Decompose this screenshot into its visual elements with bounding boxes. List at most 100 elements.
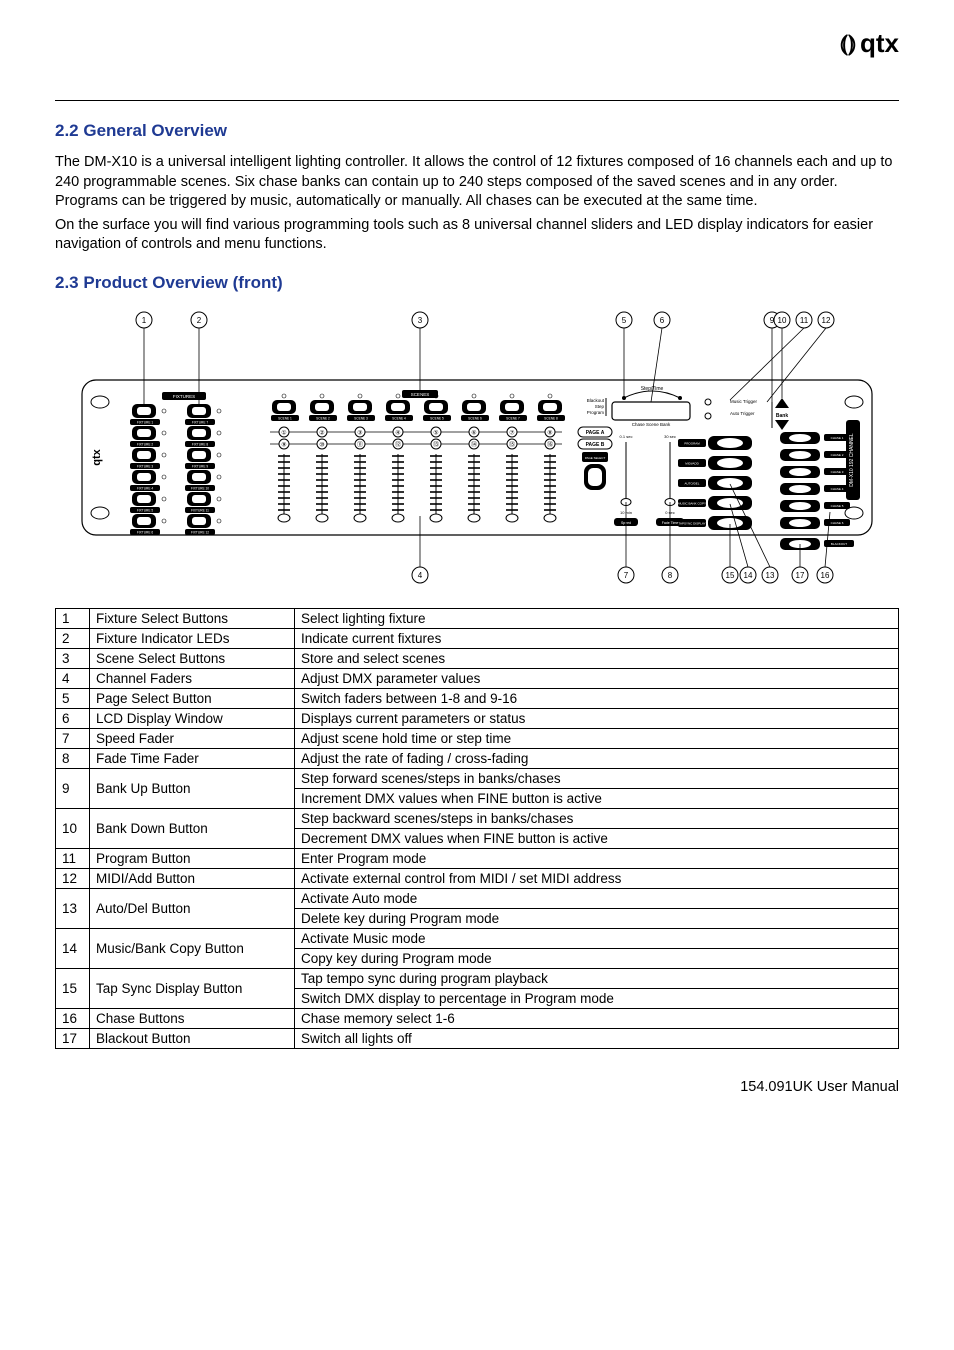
svg-text:5: 5 — [622, 316, 627, 325]
svg-text:TAPSYNC DISPLAY: TAPSYNC DISPLAY — [678, 521, 705, 525]
svg-text:①: ① — [281, 429, 286, 436]
row-num: 7 — [56, 728, 90, 748]
row-name: Blackout Button — [90, 1028, 295, 1048]
row-desc: Adjust the rate of fading / cross-fading — [295, 748, 899, 768]
row-num: 8 — [56, 748, 90, 768]
svg-text:FIXTURE 6: FIXTURE 6 — [137, 530, 154, 534]
row-num: 17 — [56, 1028, 90, 1048]
svg-text:⑨: ⑨ — [281, 441, 286, 448]
svg-text:13: 13 — [766, 571, 775, 580]
row-num: 13 — [56, 888, 90, 928]
svg-text:PAGE A: PAGE A — [586, 430, 605, 436]
row-desc: Store and select scenes — [295, 648, 899, 668]
svg-text:FIXTURE 4: FIXTURE 4 — [137, 486, 154, 490]
svg-text:qtx: qtx — [91, 448, 103, 465]
svg-text:14: 14 — [744, 571, 753, 580]
svg-text:Program: Program — [587, 410, 605, 415]
row-num: 6 — [56, 708, 90, 728]
svg-text:0.1 sec: 0.1 sec — [620, 434, 633, 439]
svg-text:⑩: ⑩ — [319, 441, 324, 448]
svg-text:DM-X10 192 CHANNEL: DM-X10 192 CHANNEL — [849, 433, 855, 487]
svg-text:⑪: ⑪ — [357, 440, 363, 448]
svg-text:2: 2 — [197, 316, 202, 325]
row-num: 4 — [56, 668, 90, 688]
section-2-2-title: 2.2 General Overview — [55, 121, 899, 141]
row-name: MIDI/Add Button — [90, 868, 295, 888]
svg-text:FIXTURE 10: FIXTURE 10 — [191, 486, 209, 490]
svg-text:FIXTURE 5: FIXTURE 5 — [137, 508, 154, 512]
row-desc: Activate external control from MIDI / se… — [295, 868, 899, 888]
svg-text:8: 8 — [668, 571, 673, 580]
svg-text:PROGRAM: PROGRAM — [684, 441, 700, 445]
svg-text:17: 17 — [796, 571, 805, 580]
row-num: 10 — [56, 808, 90, 848]
row-num: 5 — [56, 688, 90, 708]
row-name: Page Select Button — [90, 688, 295, 708]
brand-text: qtx — [860, 28, 899, 59]
svg-text:⑥: ⑥ — [471, 429, 476, 436]
svg-text:CHASE 2: CHASE 2 — [831, 453, 844, 457]
svg-text:④: ④ — [395, 429, 400, 436]
svg-text:③: ③ — [357, 429, 362, 436]
row-name: Scene Select Buttons — [90, 648, 295, 668]
row-name: Fixture Select Buttons — [90, 608, 295, 628]
row-name: Bank Up Button — [90, 768, 295, 808]
top-divider — [55, 100, 899, 101]
svg-text:Music Trigger: Music Trigger — [730, 399, 758, 404]
overview-para-1: The DM-X10 is a universal intelligent li… — [55, 153, 899, 212]
row-name: Music/Bank Copy Button — [90, 928, 295, 968]
svg-text:FIXTURE 2: FIXTURE 2 — [137, 442, 154, 446]
svg-text:⑬: ⑬ — [433, 440, 439, 448]
svg-text:PAGE SELECT: PAGE SELECT — [585, 456, 606, 460]
row-name: Fixture Indicator LEDs — [90, 628, 295, 648]
svg-text:CHASE 1: CHASE 1 — [831, 436, 844, 440]
svg-text:⑮: ⑮ — [509, 440, 515, 448]
row-name: Speed Fader — [90, 728, 295, 748]
svg-text:CHASE 5: CHASE 5 — [831, 504, 844, 508]
row-num: 1 — [56, 608, 90, 628]
row-num: 11 — [56, 848, 90, 868]
svg-text:SCENE 3: SCENE 3 — [354, 416, 368, 420]
svg-text:⑦: ⑦ — [509, 429, 514, 436]
footer-text: 154.091UK User Manual — [55, 1079, 899, 1095]
svg-text:②: ② — [319, 429, 324, 436]
row-desc: Tap tempo sync during program playback — [295, 968, 899, 988]
row-desc: Step forward scenes/steps in banks/chase… — [295, 768, 899, 788]
row-name: Channel Faders — [90, 668, 295, 688]
row-desc: Activate Auto mode — [295, 888, 899, 908]
svg-text:FIXTURE 3: FIXTURE 3 — [137, 464, 154, 468]
svg-text:SCENE 4: SCENE 4 — [392, 416, 406, 420]
svg-text:MUSIC BANK COPY: MUSIC BANK COPY — [678, 501, 706, 505]
svg-text:16: 16 — [821, 571, 830, 580]
svg-text:FIXTURE 12: FIXTURE 12 — [191, 530, 209, 534]
svg-text:SCENE 5: SCENE 5 — [430, 416, 444, 420]
svg-text:SCENE 1: SCENE 1 — [278, 416, 292, 420]
svg-text:CHASE 6: CHASE 6 — [831, 521, 844, 525]
svg-text:SCENE 7: SCENE 7 — [506, 416, 520, 420]
svg-text:3: 3 — [418, 316, 423, 325]
svg-text:FIXTURE 8: FIXTURE 8 — [192, 442, 209, 446]
svg-text:AUTO/DEL: AUTO/DEL — [685, 481, 700, 485]
section-2-3-title: 2.3 Product Overview (front) — [55, 273, 899, 293]
row-num: 16 — [56, 1008, 90, 1028]
svg-text:MIDI/ADD: MIDI/ADD — [685, 461, 699, 465]
row-desc: Select lighting fixture — [295, 608, 899, 628]
row-name: LCD Display Window — [90, 708, 295, 728]
svg-text:BLACKOUT: BLACKOUT — [831, 542, 847, 546]
row-name: Chase Buttons — [90, 1008, 295, 1028]
row-desc: Increment DMX values when FINE button is… — [295, 788, 899, 808]
svg-text:Bank: Bank — [776, 413, 788, 419]
svg-text:SCENE 8: SCENE 8 — [544, 416, 558, 420]
product-diagram: qtxFIXTURESFIXTURE 1FIXTURE 2FIXTURE 3FI… — [55, 305, 899, 590]
row-name: Program Button — [90, 848, 295, 868]
svg-text:⑯: ⑯ — [547, 440, 553, 448]
svg-text:12: 12 — [822, 316, 831, 325]
row-num: 12 — [56, 868, 90, 888]
svg-text:CHASE 3: CHASE 3 — [831, 470, 844, 474]
controls-table: 1 Fixture Select Buttons Select lighting… — [55, 608, 899, 1049]
svg-text:Auto Trigger: Auto Trigger — [730, 411, 755, 416]
svg-text:Chase Scene Bank: Chase Scene Bank — [632, 422, 671, 427]
svg-text:FIXTURE 9: FIXTURE 9 — [192, 464, 209, 468]
brand-logo: ⦅⦆ qtx — [840, 28, 899, 59]
svg-text:7: 7 — [624, 571, 629, 580]
